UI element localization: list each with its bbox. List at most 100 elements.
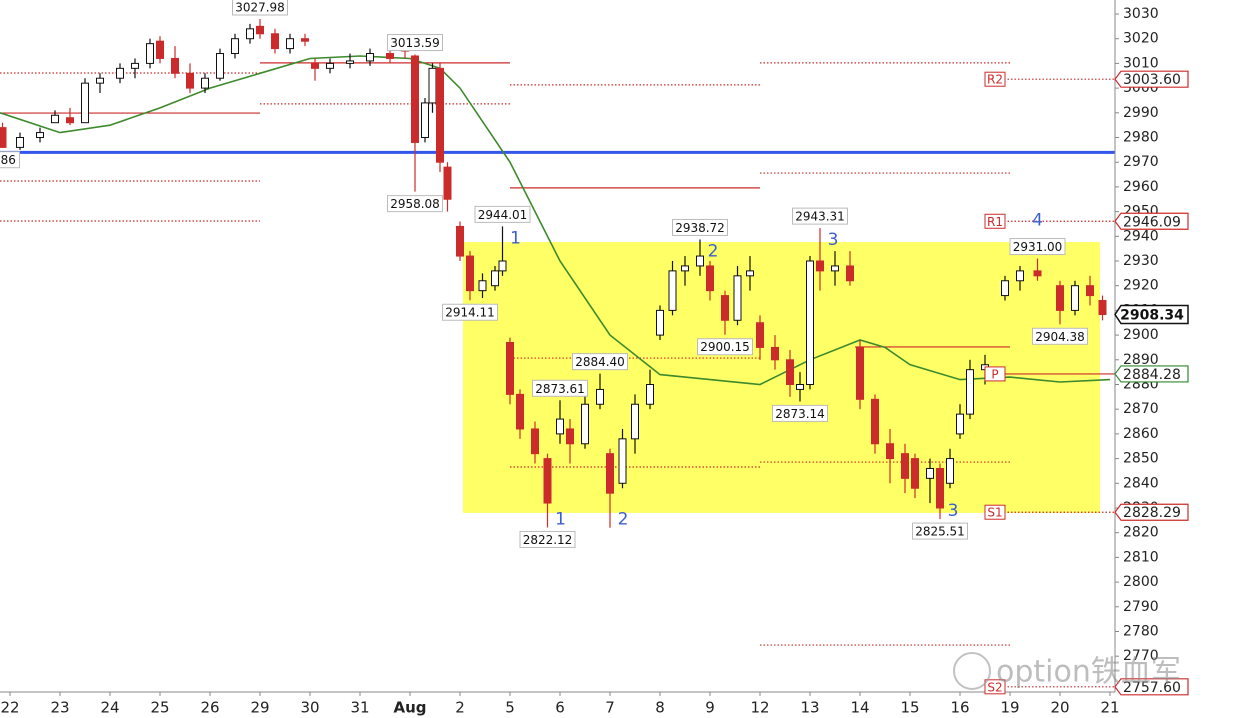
candle-body [246,28,254,40]
pivot-tag: S2 [987,680,1002,694]
y-tick-label: 2840 [1123,475,1159,491]
annotation-label: 3027.98 [235,0,285,14]
y-tick-label: 2810 [1123,549,1159,565]
candle-body [506,342,514,395]
x-tick-label: 23 [50,699,69,717]
candle-body [156,40,164,59]
candle-body [831,265,839,272]
y-tick-label: 2900 [1123,327,1159,343]
pivot-value-box [1114,365,1189,383]
annotation-label: 2958.08 [390,197,440,211]
candle-body [131,62,139,69]
candle-body [936,467,944,509]
annotation-box [232,0,288,16]
annotation-label: 2931.00 [1013,240,1063,254]
candle-body [271,33,279,50]
candle-body [0,127,7,148]
annotation-label: 2914.11 [445,306,495,320]
annotation-box [532,379,588,397]
candle-body [456,225,464,257]
x-tick-label: 5 [505,699,515,717]
candle-body [668,270,677,311]
x-tick-label: 24 [100,699,119,717]
candle-body [1086,285,1094,297]
candle-body [746,270,754,277]
candle-body [346,60,354,64]
annotation-box [474,205,531,223]
candle-body [806,260,814,385]
candle-body [478,280,487,292]
candle-body [516,393,524,430]
candle-body [531,428,539,455]
watermark-logo [953,652,991,690]
candle-body [1016,270,1024,282]
y-tick-label: 2990 [1123,105,1159,121]
candle-body [886,443,894,460]
y-tick-label: 2800 [1123,574,1159,590]
pivot-value-box [1114,678,1189,696]
candle-body [256,25,264,35]
candle-body [721,295,729,321]
candle-body [1071,285,1079,311]
annotation-box [442,303,498,321]
candle-body [631,403,639,440]
candle-body [911,458,919,489]
pivot-tag-box [984,213,1006,229]
candle-body [756,322,764,348]
moving-average [0,55,1111,386]
candle-body [681,265,689,272]
wave-label: 1 [510,228,521,248]
x-tick-label: 21 [1100,699,1119,717]
pivot-tag: R2 [987,73,1003,87]
candle-body [436,67,444,163]
candle-body [326,62,334,69]
annotation-label: 2873.61 [535,382,585,396]
x-tick-label: 14 [850,699,869,717]
pivot-value: 2884.28 [1123,367,1181,383]
candle-body [116,67,124,79]
candle-body [556,418,564,435]
annotation-box [912,522,968,540]
candle-body [656,309,664,336]
annotation-box [1009,238,1066,256]
pivot-tag-box [984,71,1006,87]
candle-body [421,102,429,139]
wave-label: 2 [708,241,719,261]
y-tick-label: 3020 [1123,31,1159,47]
pivot-value-box [1114,212,1189,230]
x-tick-label: 2 [455,699,465,717]
candle-body [146,43,154,64]
candle-body [411,55,419,143]
annotation-label: 2900.15 [700,340,750,354]
x-tick-label: 31 [350,699,369,717]
candle-body [311,62,319,69]
y-tick-label: 2860 [1123,426,1159,442]
annotation-box [792,207,848,225]
x-tick-label: 7 [605,699,615,717]
candle-body [871,398,879,445]
y-tick-label: 2980 [1123,130,1159,146]
candle-body [606,453,614,494]
y-tick-label: 2960 [1123,179,1159,195]
candle-body [926,467,934,479]
x-tick-label: 13 [800,699,819,717]
wave-label: 3 [948,501,959,521]
candle-body [36,132,44,139]
y-tick-label: 2920 [1123,278,1159,294]
candle-body [428,67,437,104]
y-tick-label: 2790 [1123,599,1159,615]
wave-label: 2 [618,510,629,530]
annotation-label: 2938.72 [675,221,725,235]
pivot-value: 3003.60 [1123,72,1181,88]
candle-body [956,413,964,435]
annotation-label: 3013.59 [390,36,440,50]
candle-body [81,82,89,124]
candle-body [696,255,704,267]
annotation-box [1032,327,1088,345]
pivot-value-box [1114,503,1189,521]
candle-body [216,53,224,79]
x-tick-label: 9 [705,699,715,717]
annotation-box [0,151,20,169]
candle-body [386,53,394,59]
candle-body [646,383,654,405]
